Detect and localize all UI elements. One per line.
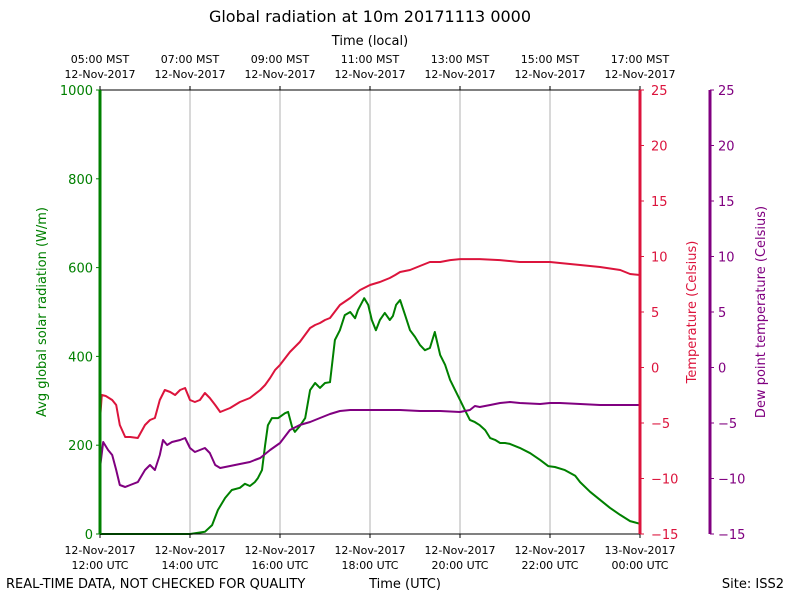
left-y-axis-label: Avg global solar radiation (W/m) [35, 207, 50, 417]
x-tick-label: 14:00 UTC [161, 559, 218, 572]
left-y-tick-label: 200 [68, 439, 93, 454]
left-y-tick-label: 1000 [60, 84, 93, 99]
top-x-tick-label: 12-Nov-2017 [514, 68, 585, 81]
dewpoint-y-tick-label: −10 [718, 473, 745, 488]
x-tick-label: 13-Nov-2017 [604, 544, 675, 557]
right-y-tick-label: 15 [651, 195, 668, 210]
right-y-tick-label: −10 [651, 473, 678, 488]
left-y-tick-label: 0 [85, 528, 93, 543]
left-y-tick-label: 400 [68, 350, 93, 365]
x-tick-label: 12-Nov-2017 [334, 544, 405, 557]
right-y-axis-label: Temperature (Celsius) [685, 241, 700, 385]
dewpoint-y-tick-label: 10 [718, 251, 735, 266]
left-y-tick-label: 600 [68, 262, 93, 277]
bottom-x-axis-label: Time (UTC) [368, 577, 441, 592]
right-y-tick-label: 0 [651, 362, 659, 377]
x-tick-label: 16:00 UTC [251, 559, 308, 572]
top-x-axis-label: Time (local) [331, 34, 408, 49]
top-x-tick-label: 11:00 MST [341, 53, 400, 66]
x-tick-label: 12-Nov-2017 [424, 544, 495, 557]
x-tick-label: 12-Nov-2017 [244, 544, 315, 557]
x-tick-label: 00:00 UTC [611, 559, 668, 572]
x-tick-label: 12-Nov-2017 [154, 544, 225, 557]
right-y-tick-label: 20 [651, 140, 668, 155]
top-x-tick-label: 12-Nov-2017 [64, 68, 135, 81]
right-y-tick-label: −5 [651, 417, 670, 432]
dewpoint-y-tick-label: 25 [718, 84, 735, 99]
dewpoint-y-tick-label: 5 [718, 306, 726, 321]
top-x-tick-label: 09:00 MST [251, 53, 310, 66]
top-x-tick-label: 05:00 MST [71, 53, 130, 66]
dewpoint-y-tick-label: 20 [718, 140, 735, 155]
series-line-dew-point [99, 401, 640, 488]
x-tick-label: 18:00 UTC [341, 559, 398, 572]
x-tick-label: 12-Nov-2017 [64, 544, 135, 557]
right-y-tick-label: 10 [651, 251, 668, 266]
dewpoint-y-tick-label: −5 [718, 417, 737, 432]
left-y-tick-label: 800 [68, 173, 93, 188]
top-x-tick-label: 15:00 MST [521, 53, 580, 66]
series-line-solar-radiation [100, 297, 641, 535]
series-line-temperature [99, 258, 641, 439]
top-x-tick-label: 17:00 MST [611, 53, 670, 66]
top-x-tick-label: 12-Nov-2017 [154, 68, 225, 81]
dewpoint-y-tick-label: 0 [718, 362, 726, 377]
x-tick-label: 22:00 UTC [521, 559, 578, 572]
x-tick-label: 12:00 UTC [71, 559, 128, 572]
top-x-tick-label: 13:00 MST [431, 53, 490, 66]
right-y-tick-label: −15 [651, 528, 678, 543]
top-x-tick-label: 12-Nov-2017 [424, 68, 495, 81]
top-x-tick-label: 07:00 MST [161, 53, 220, 66]
site-label: Site: ISS2 [722, 577, 784, 592]
right-y-tick-label: 25 [651, 84, 668, 99]
top-x-tick-label: 12-Nov-2017 [244, 68, 315, 81]
dewpoint-y-tick-label: 15 [718, 195, 735, 210]
dewpoint-y-tick-label: −15 [718, 528, 745, 543]
chart-title: Global radiation at 10m 20171113 0000 [209, 7, 531, 26]
quality-disclaimer: REAL-TIME DATA, NOT CHECKED FOR QUALITY [6, 577, 305, 592]
top-x-tick-label: 12-Nov-2017 [334, 68, 405, 81]
x-tick-label: 12-Nov-2017 [514, 544, 585, 557]
dewpoint-y-axis-label: Dew point temperature (Celsius) [754, 206, 769, 418]
x-tick-label: 20:00 UTC [431, 559, 488, 572]
top-x-tick-label: 12-Nov-2017 [604, 68, 675, 81]
right-y-tick-label: 5 [651, 306, 659, 321]
